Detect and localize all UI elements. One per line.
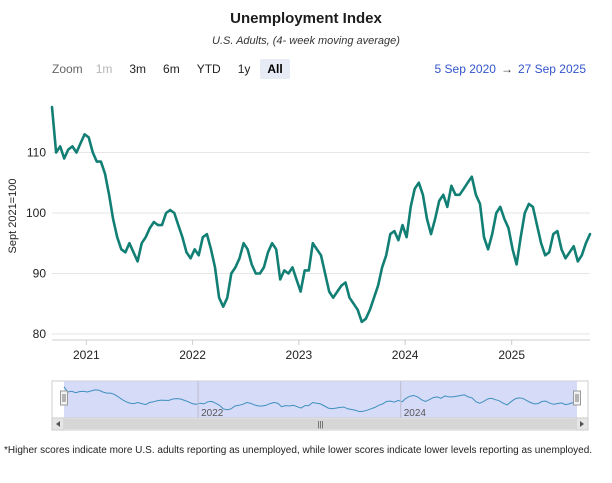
- chart-title: Unemployment Index: [230, 10, 382, 27]
- navigator-year-label: 2022: [201, 408, 224, 419]
- zoom-6m-button[interactable]: 6m: [163, 62, 180, 76]
- navigator-right-handle[interactable]: [573, 390, 581, 406]
- series-line[interactable]: [50, 105, 592, 324]
- zoom-1y-button[interactable]: 1y: [237, 62, 251, 76]
- arrow-left-icon: [56, 421, 60, 427]
- scrollbar-grip-icon: |||: [317, 420, 323, 429]
- range-from-date[interactable]: 5 Sep 2020: [434, 62, 496, 76]
- navigator-left-handle[interactable]: [60, 390, 68, 406]
- zoom-1m-button[interactable]: 1m: [95, 62, 113, 76]
- x-tick-label: 2024: [392, 348, 419, 362]
- y-tick-label: 80: [33, 327, 47, 341]
- date-range: 5 Sep 2020 → 27 Sep 2025: [435, 62, 586, 76]
- zoom-3m-button[interactable]: 3m: [129, 62, 147, 76]
- zoom-ytd-button[interactable]: YTD: [196, 62, 221, 76]
- arrow-right-icon: [580, 421, 584, 427]
- y-axis-label: Sept 2021=100: [7, 179, 19, 254]
- scrollbar-thumb[interactable]: [64, 419, 577, 429]
- zoom-all-button[interactable]: All: [260, 59, 290, 79]
- navigator-selection[interactable]: [64, 381, 577, 418]
- x-tick-label: 2023: [286, 348, 313, 362]
- range-arrow-icon: →: [500, 62, 513, 76]
- x-tick-label: 2025: [498, 348, 525, 362]
- navigator-series-line: [63, 386, 578, 413]
- x-tick-label: 2021: [73, 348, 100, 362]
- zoom-label: Zoom: [52, 62, 83, 76]
- x-tick-label: 2022: [179, 348, 206, 362]
- footnote: *Higher scores indicate more U.S. adults…: [4, 445, 593, 456]
- zoom-toolbar: Zoom 1m 3m 6m YTD 1y All: [52, 59, 293, 79]
- range-to-date[interactable]: 27 Sep 2025: [517, 62, 586, 76]
- y-tick-label: 110: [27, 145, 46, 159]
- chart-subtitle: U.S. Adults, (4- week moving average): [212, 35, 400, 47]
- y-tick-label: 90: [33, 266, 47, 280]
- y-tick-label: 100: [26, 206, 46, 220]
- navigator-year-label: 2024: [404, 408, 427, 419]
